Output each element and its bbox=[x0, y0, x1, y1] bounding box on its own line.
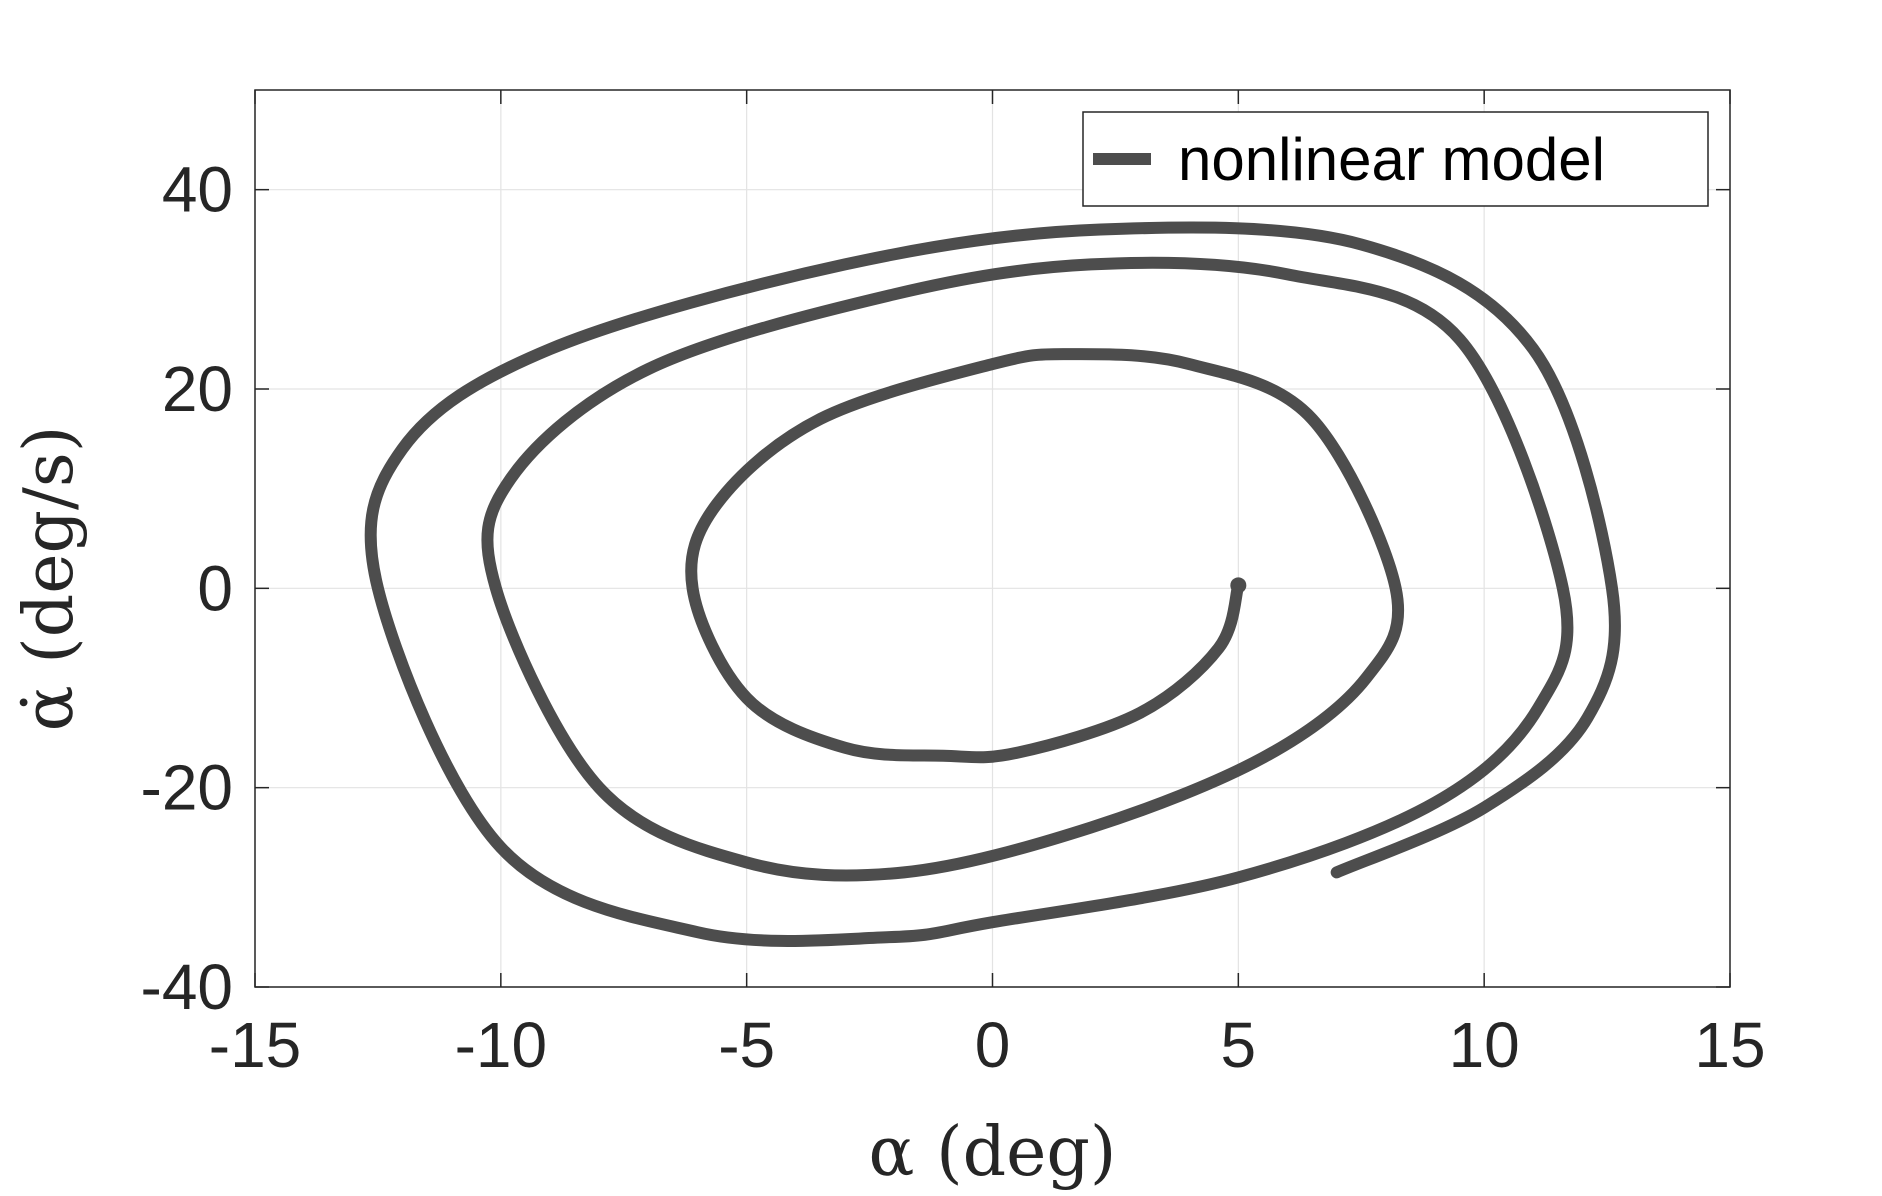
legend-label-nonlinear-model: nonlinear model bbox=[1178, 126, 1605, 193]
legend: nonlinear model bbox=[1082, 111, 1709, 207]
legend-box bbox=[1082, 111, 1709, 207]
y-tick-label: 0 bbox=[197, 552, 233, 624]
series-start-point bbox=[1230, 577, 1247, 594]
x-tick-label: 5 bbox=[1221, 1009, 1257, 1081]
axis-ticks bbox=[254, 90, 1731, 988]
series-layer bbox=[364, 221, 1621, 947]
tick-labels: -15 -10 -5 0 5 10 15 -40 -20 0 20 40 bbox=[141, 154, 1766, 1081]
y-tick-label: -40 bbox=[141, 951, 234, 1023]
x-axis-label: α (deg) bbox=[869, 1113, 1117, 1192]
series-line-nonlinear-model bbox=[364, 221, 1621, 947]
x-tick-label: 15 bbox=[1694, 1009, 1765, 1081]
y-tick-label: 40 bbox=[162, 154, 233, 226]
y-axis-label: α̇ (deg/s) bbox=[10, 426, 89, 732]
y-tick-label: 20 bbox=[162, 353, 233, 425]
x-tick-label: -10 bbox=[455, 1009, 548, 1081]
x-tick-label: -5 bbox=[718, 1009, 775, 1081]
x-tick-label: 10 bbox=[1449, 1009, 1520, 1081]
x-tick-label: 0 bbox=[975, 1009, 1011, 1081]
x-tick-label: -15 bbox=[209, 1009, 302, 1081]
y-tick-label: -20 bbox=[141, 752, 234, 824]
